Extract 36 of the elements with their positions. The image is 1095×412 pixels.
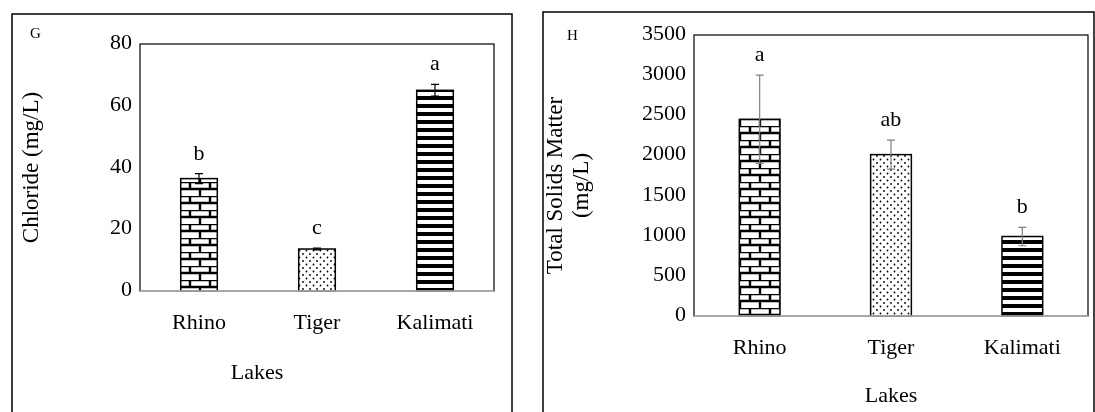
x-tick-label: Tiger xyxy=(293,309,342,334)
y-tick-label: 2000 xyxy=(642,140,686,166)
bar xyxy=(1001,235,1044,317)
bar xyxy=(297,248,337,292)
y-tick-label: 60 xyxy=(110,90,132,116)
bar xyxy=(179,177,219,292)
y-tick-label: 20 xyxy=(110,214,132,240)
y-axis-title: Chloride (mg/L) xyxy=(18,91,43,244)
x-tick-label: Rhino xyxy=(732,334,787,359)
annotation: a xyxy=(430,50,441,76)
bar xyxy=(869,153,913,317)
y-tick-label: 3500 xyxy=(642,20,686,46)
y-axis-title: Total Solids Matter (mg/L) xyxy=(542,96,593,275)
x-tick-label: Tiger xyxy=(867,334,916,359)
x-tick-label: Kalimati xyxy=(396,309,474,334)
y-tick-label: 0 xyxy=(121,276,132,302)
x-tick-label: Kalimati xyxy=(983,334,1061,359)
annotation: ab xyxy=(880,106,902,132)
x-tick-label: Rhino xyxy=(172,309,226,334)
y-tick-label: 500 xyxy=(653,260,686,286)
y-tick-label: 2500 xyxy=(642,100,686,126)
text: G xyxy=(30,25,41,41)
y-tick-label: 3000 xyxy=(642,60,686,86)
y-tick-label: 80 xyxy=(110,29,132,55)
y-tick-label: 1500 xyxy=(642,180,686,206)
bar xyxy=(738,118,781,317)
annotation: a xyxy=(754,41,765,67)
annotation: b xyxy=(193,139,205,165)
y-tick-label: 1000 xyxy=(642,220,686,246)
x-axis-title: Lakes xyxy=(864,382,918,407)
annotation: c xyxy=(312,214,323,240)
y-tick-label: 40 xyxy=(110,152,132,178)
x-axis-title: Lakes xyxy=(230,359,284,384)
y-tick-label: 0 xyxy=(675,301,686,327)
annotation: b xyxy=(1016,193,1028,219)
text: H xyxy=(567,27,578,43)
